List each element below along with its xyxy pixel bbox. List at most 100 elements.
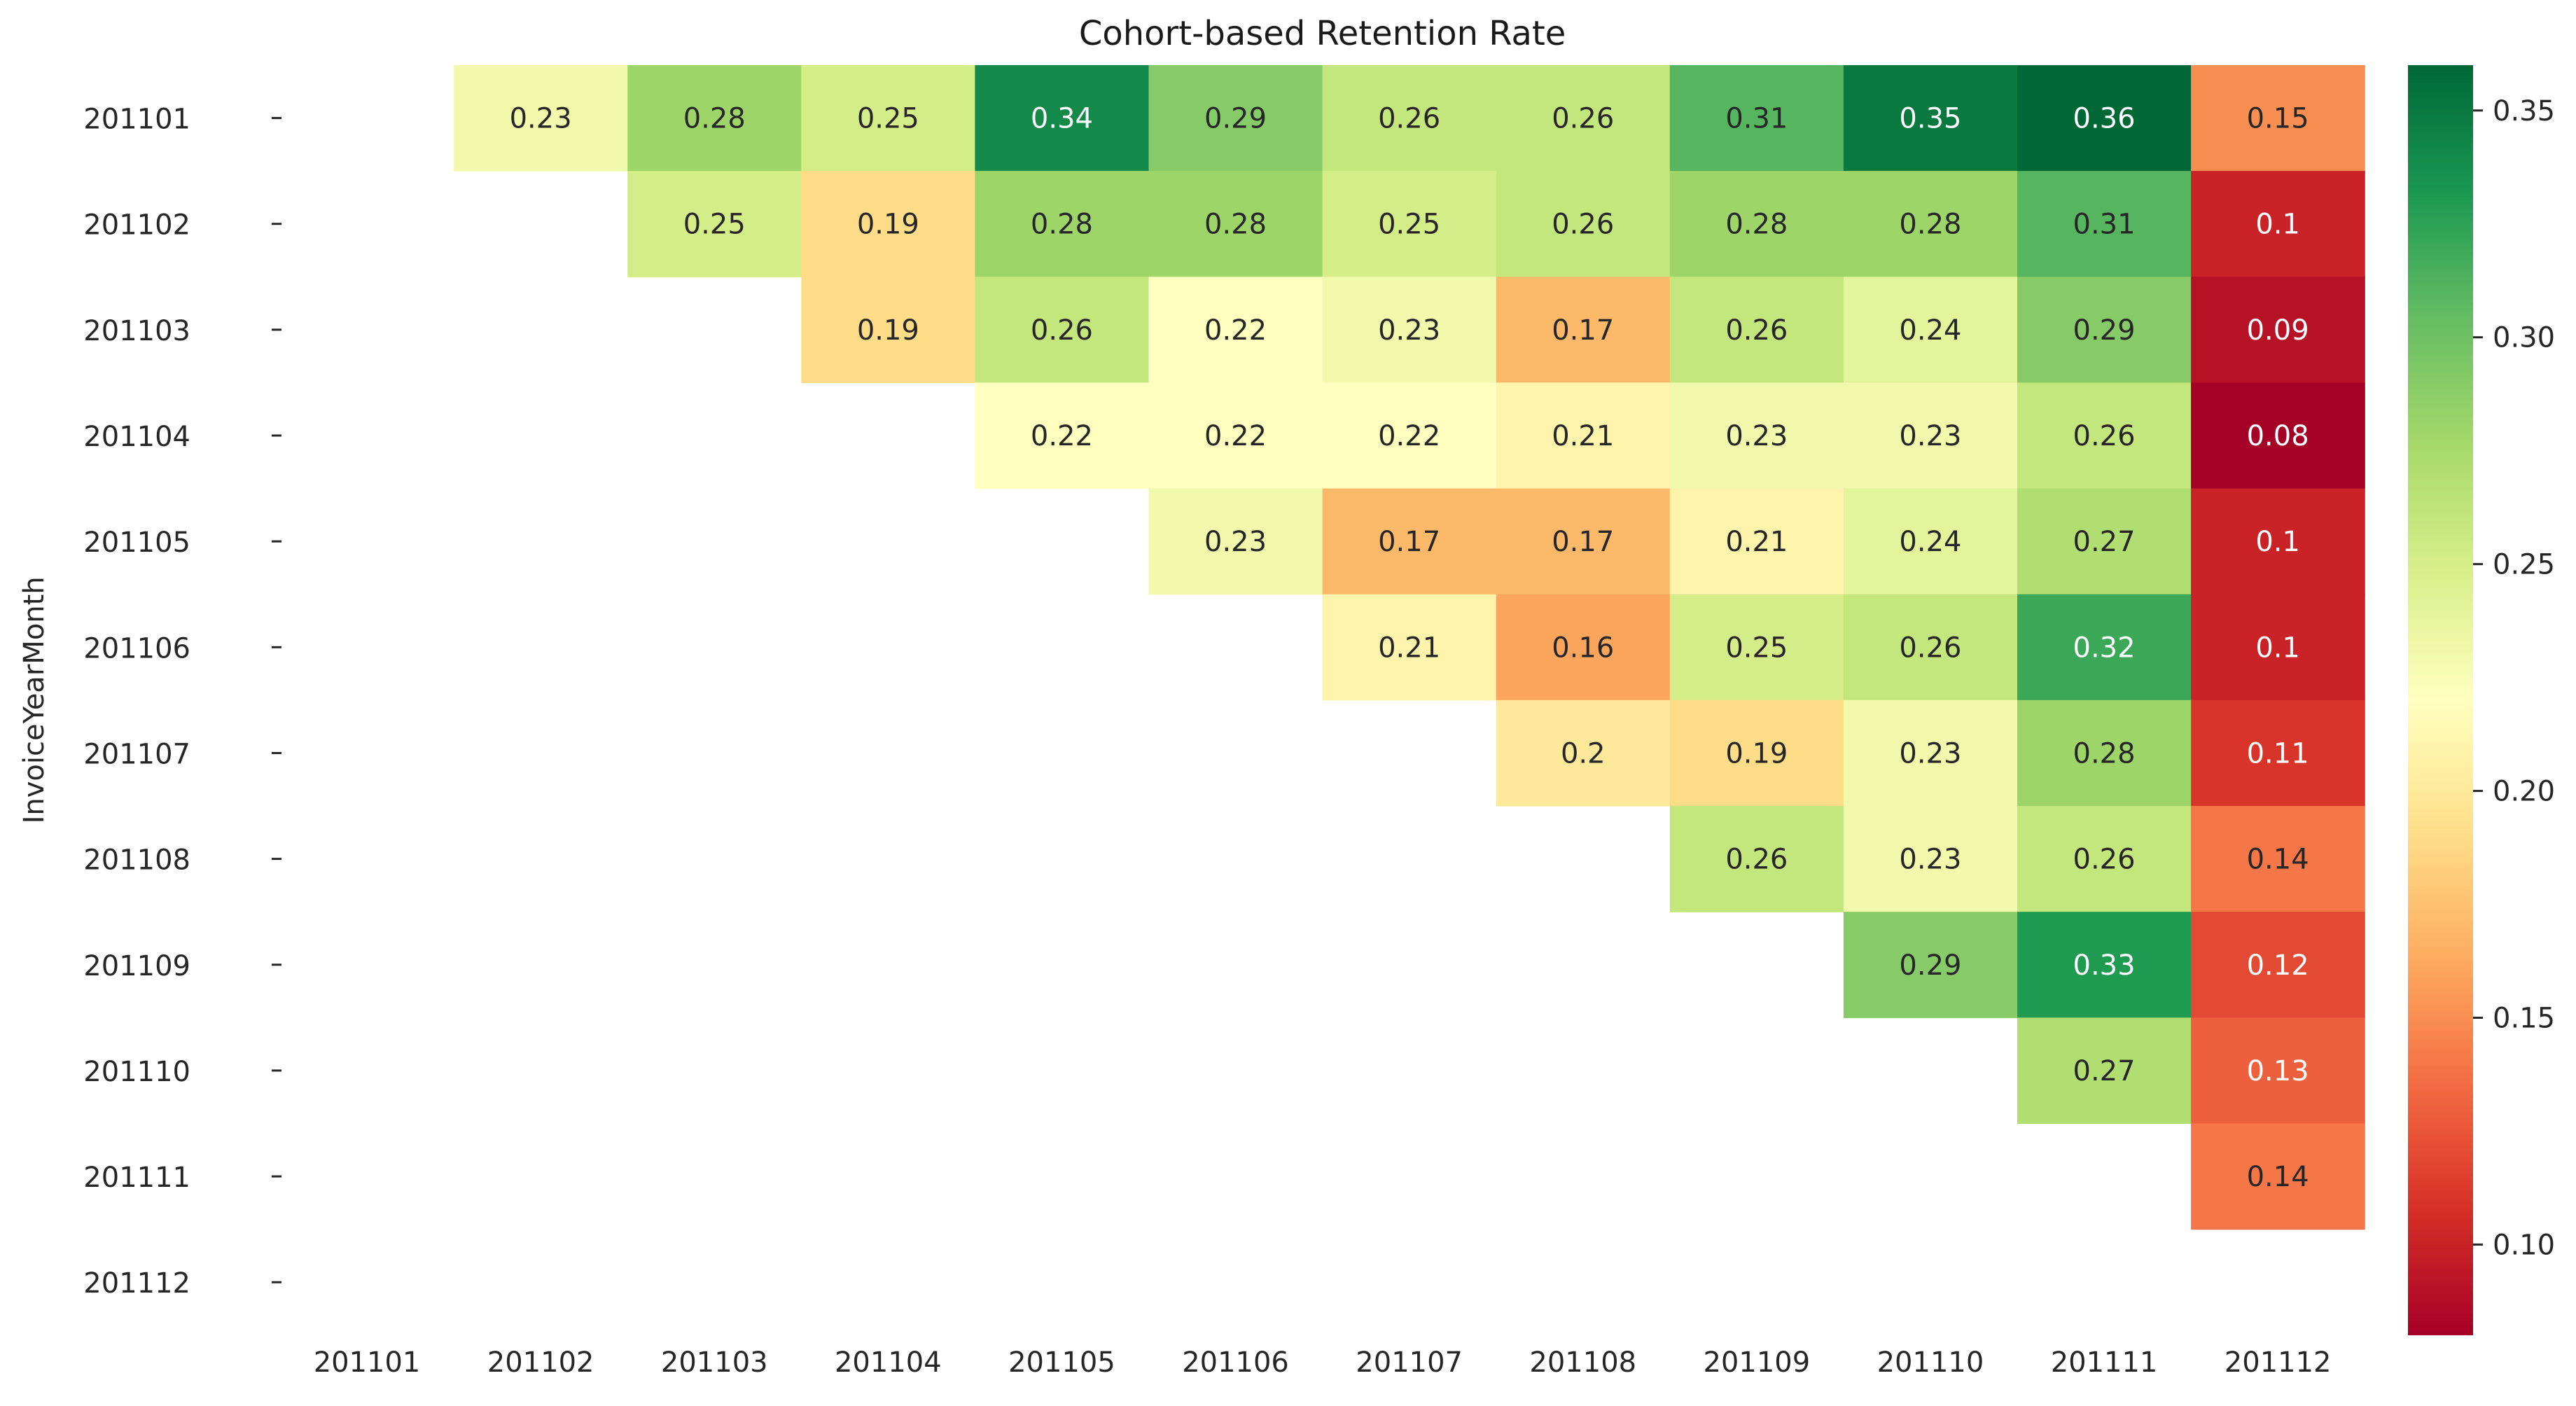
heatmap-cell: [1148, 382, 1323, 489]
cell-value-label: 0.26: [1378, 103, 1440, 135]
cell-value-label: 0.27: [2073, 1055, 2136, 1087]
y-tick-label: 201110: [83, 1056, 190, 1088]
colorbar-gradient: [2408, 65, 2473, 1335]
heatmap-cell: [627, 171, 802, 277]
x-tick-label: 201108: [1529, 1346, 1636, 1379]
cell-value-label: 0.27: [2073, 526, 2136, 558]
heatmap-cell: [1496, 277, 1671, 384]
cell-value-label: 0.22: [1204, 420, 1267, 452]
heatmap-cell: [1322, 277, 1497, 384]
cell-value-label: 0.28: [683, 103, 746, 135]
y-tick-label: 201107: [83, 738, 190, 770]
x-tick-label: 201111: [2051, 1346, 2158, 1379]
heatmap-cell: [2191, 1017, 2365, 1125]
heatmap-cell: [2017, 912, 2192, 1018]
cell-value-label: 0.26: [2073, 420, 2136, 452]
cell-value-label: 0.22: [1378, 420, 1440, 452]
heatmap-cell: [1669, 594, 1844, 701]
heatmap-cell: [1669, 806, 1844, 912]
cell-value-label: 0.15: [2247, 103, 2309, 135]
cell-value-label: 0.17: [1552, 526, 1614, 558]
heatmap-cell: [2191, 382, 2365, 489]
cell-value-label: 0.1: [2255, 209, 2300, 241]
heatmap-cell: [2017, 65, 2192, 172]
heatmap-cell: [801, 65, 975, 172]
cell-value-label: 0.23: [1725, 420, 1788, 452]
cell-value-label: 0.14: [2247, 844, 2309, 876]
heatmap-cell: [1322, 65, 1497, 172]
cell-value-label: 0.19: [1725, 737, 1788, 770]
cell-value-label: 0.2: [1561, 737, 1606, 770]
y-axis: 201101 201102 201103 201104 201105 201106 2011…: [18, 104, 281, 1300]
colorbar-tick-label: 0.25: [2493, 549, 2555, 581]
cell-value-label: 0.22: [1031, 420, 1093, 452]
heatmap-cell: [2191, 1123, 2365, 1230]
cell-value-label: 0.34: [1031, 103, 1093, 135]
heatmap-cells: 0.23 0.28 0.25 0.34 0.29 0.26 0.26 0.31 0.35 0.36…: [454, 65, 2365, 1230]
cell-value-label: 0.24: [1899, 314, 1961, 347]
cell-value-label: 0.17: [1552, 314, 1614, 347]
cell-value-label: 0.24: [1899, 526, 1961, 558]
heatmap-cell: [1843, 806, 2018, 912]
heatmap-cell: [2017, 1017, 2192, 1125]
heatmap-cell: [2191, 594, 2365, 701]
y-tick-label: 201108: [83, 844, 190, 877]
cell-value-label: 0.21: [1552, 420, 1614, 452]
colorbar-tick-label: 0.20: [2493, 776, 2555, 808]
y-tick-label: 201105: [83, 527, 190, 559]
cell-value-label: 0.35: [1899, 103, 1961, 135]
cell-value-label: 0.17: [1378, 526, 1440, 558]
x-axis: 201101 201102 201103 201104 201105 201106 2011…: [314, 1346, 2332, 1379]
heatmap-cell: [1843, 488, 2018, 595]
cell-value-label: 0.25: [683, 209, 746, 241]
heatmap-cell: [975, 65, 1150, 172]
heatmap-cell: [2017, 594, 2192, 701]
cell-value-label: 0.1: [2255, 526, 2300, 558]
cell-value-label: 0.26: [1725, 844, 1788, 876]
cell-value-label: 0.26: [1725, 314, 1788, 347]
y-tick-label: 201112: [83, 1267, 190, 1300]
heatmap-cell: [2191, 912, 2365, 1018]
heatmap-cell: [2191, 65, 2365, 172]
heatmap-cell: [1148, 488, 1323, 595]
cell-value-label: 0.26: [1899, 632, 1961, 664]
heatmap-cell: [1148, 171, 1323, 277]
colorbar: 0.10 0.15 0.20 0.25 0.30 0.35: [2408, 65, 2555, 1335]
cell-value-label: 0.25: [1378, 209, 1440, 241]
colorbar-tick-label: 0.35: [2493, 95, 2555, 127]
cell-value-label: 0.23: [1899, 737, 1961, 770]
heatmap-cell: [1148, 277, 1323, 384]
heatmap-cell: [2191, 806, 2365, 912]
cell-value-label: 0.09: [2247, 314, 2309, 347]
heatmap-cell: [1496, 488, 1671, 595]
cell-value-label: 0.16: [1552, 632, 1614, 664]
cell-value-label: 0.21: [1378, 632, 1440, 664]
heatmap-cell: [1669, 277, 1844, 384]
cell-value-label: 0.14: [2247, 1161, 2309, 1193]
y-axis-label: InvoiceYearMonth: [18, 576, 50, 823]
cell-value-label: 0.28: [1725, 209, 1788, 241]
heatmap-cell: [1322, 382, 1497, 489]
heatmap-cell: [1496, 699, 1671, 807]
y-tick-label: 201104: [83, 421, 190, 453]
heatmap-cell: [1496, 65, 1671, 172]
y-tick-label: 201106: [83, 632, 190, 664]
cell-value-label: 0.12: [2247, 949, 2309, 982]
heatmap-cell: [1669, 699, 1844, 807]
heatmap-cell: [975, 382, 1150, 489]
cell-value-label: 0.26: [1031, 314, 1093, 347]
heatmap-cell: [1322, 594, 1497, 701]
x-tick-label: 201107: [1356, 1346, 1463, 1379]
heatmap-cell: [1843, 594, 2018, 701]
cell-value-label: 0.13: [2247, 1055, 2309, 1087]
cell-value-label: 0.25: [857, 103, 919, 135]
cell-value-label: 0.29: [2073, 314, 2136, 347]
heatmap-cell: [1843, 65, 2018, 172]
heatmap-cell: [1496, 594, 1671, 701]
cell-value-label: 0.32: [2073, 632, 2136, 664]
cell-value-label: 0.29: [1204, 103, 1267, 135]
heatmap-cell: [1669, 65, 1844, 172]
cell-value-label: 0.19: [857, 314, 919, 347]
x-tick-label: 201109: [1703, 1346, 1810, 1379]
heatmap-cell: [2017, 171, 2192, 277]
